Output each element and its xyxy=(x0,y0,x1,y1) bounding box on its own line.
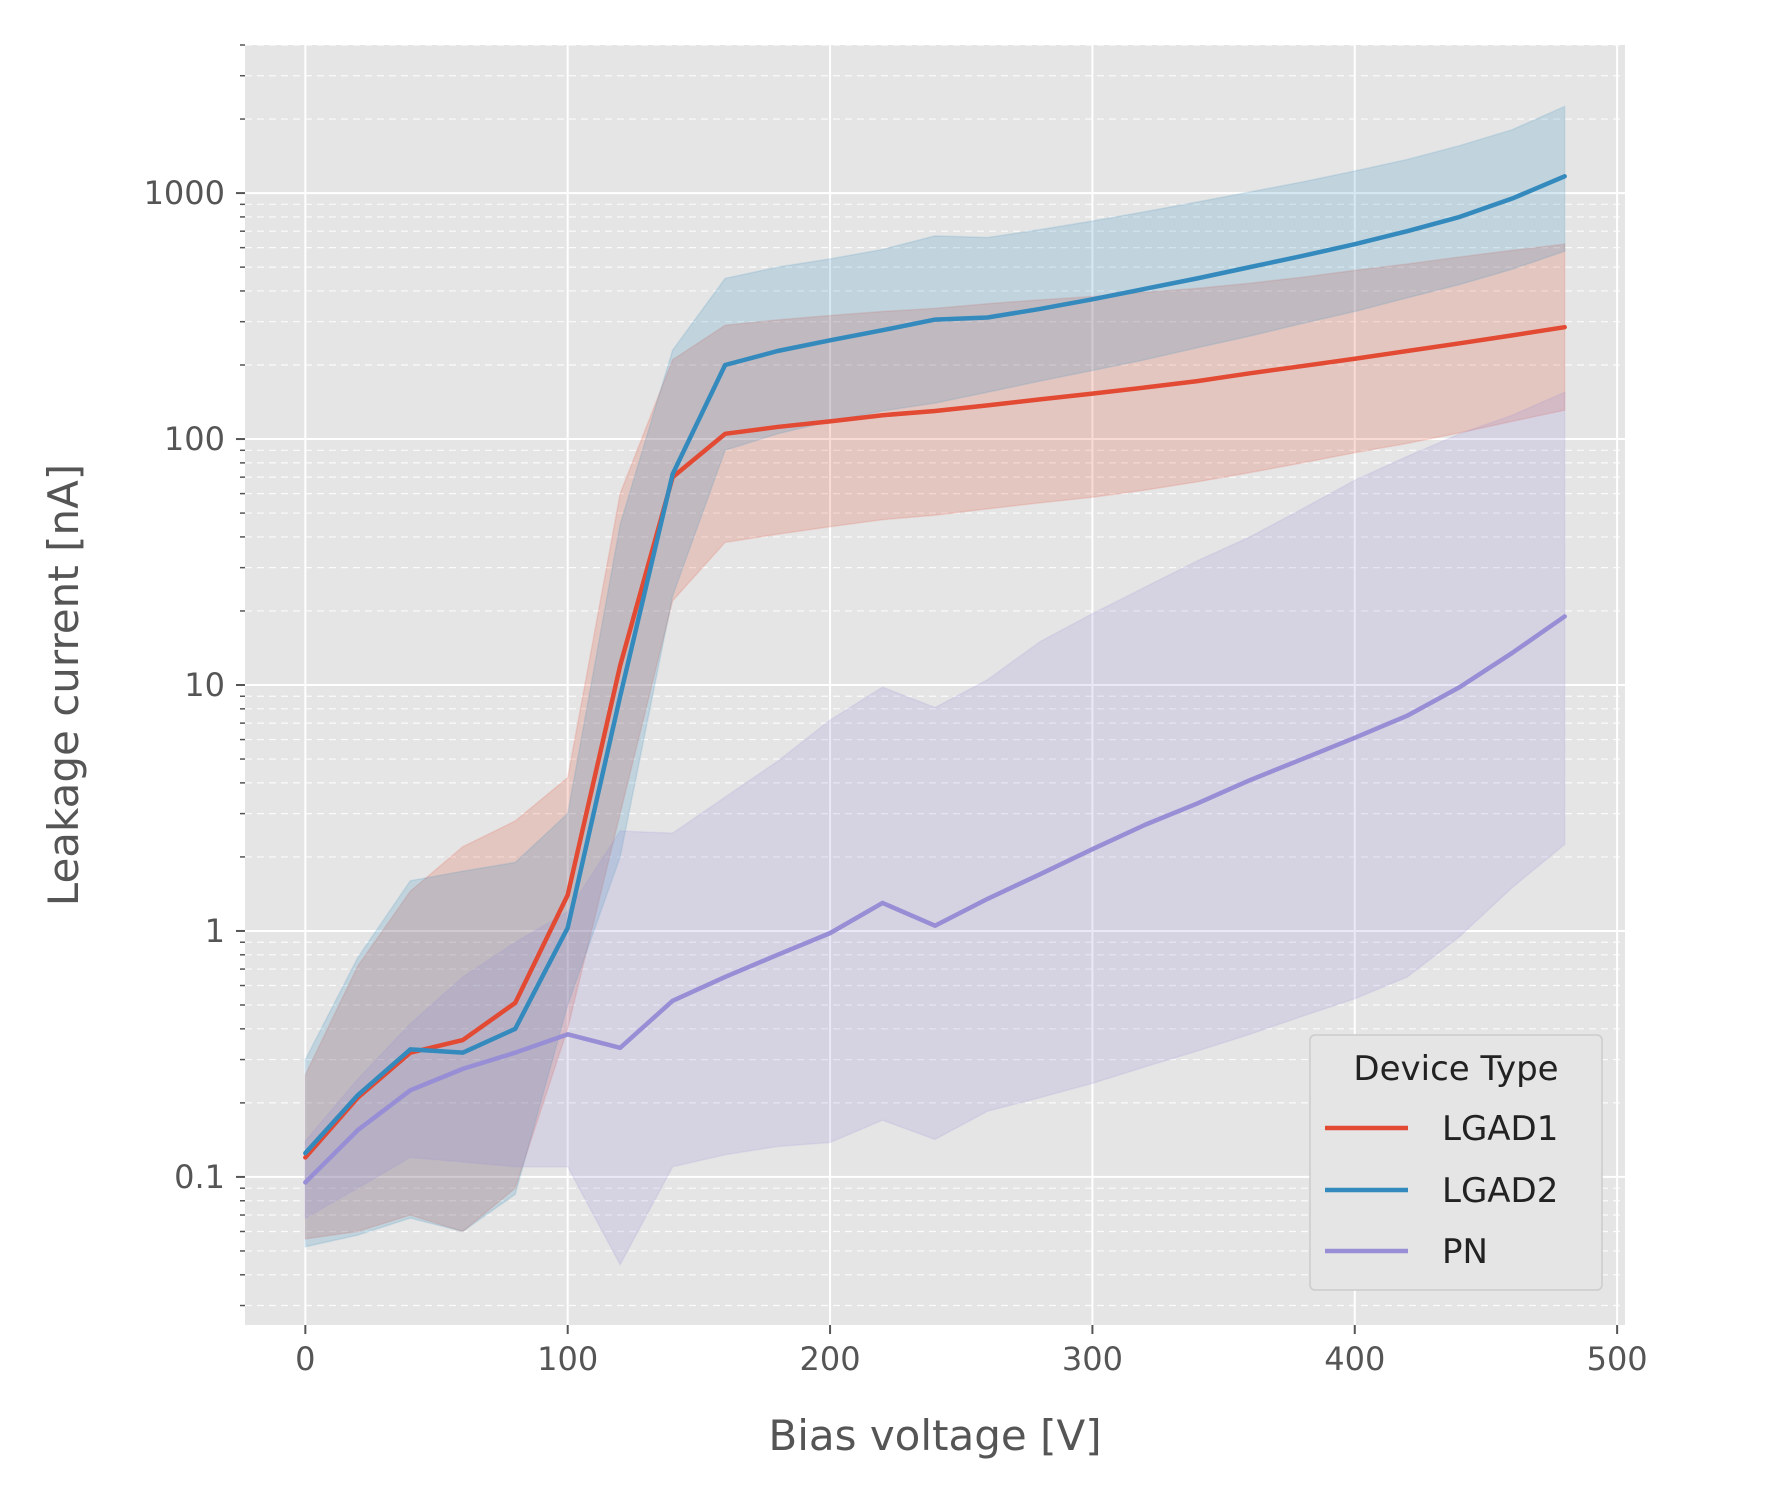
x-tick-label: 400 xyxy=(1324,1340,1385,1378)
tick-labels: 0 100 200 300 400 500 0.1 1 10 100 1000 xyxy=(144,174,1648,1378)
y-tick-label: 1 xyxy=(205,912,225,950)
legend-label-lgad1: LGAD1 xyxy=(1442,1109,1558,1149)
series-lines xyxy=(303,174,1567,1185)
y-tick-label: 0.1 xyxy=(174,1158,225,1196)
minor-grid xyxy=(245,44,1625,1307)
x-tick-label: 300 xyxy=(1062,1340,1123,1378)
legend: Device Type LGAD1 LGAD2 PN xyxy=(1309,1034,1603,1291)
y-axis-label: Leakage current [nA] xyxy=(39,464,88,906)
y-tick-label: 10 xyxy=(184,666,225,704)
x-axis-label: Bias voltage [V] xyxy=(768,1411,1101,1460)
legend-title: Device Type xyxy=(1353,1049,1558,1089)
x-tick-label: 500 xyxy=(1587,1340,1648,1378)
band-lgad1 xyxy=(304,243,1566,1240)
series-line-lgad1 xyxy=(303,324,1567,1160)
series-line-lgad2 xyxy=(303,174,1567,1156)
axis-ticks xyxy=(236,44,1619,1334)
y-tick-label: 100 xyxy=(164,420,225,458)
x-tick-label: 200 xyxy=(800,1340,861,1378)
y-tick-label: 1000 xyxy=(144,174,225,212)
legend-label-lgad2: LGAD2 xyxy=(1442,1171,1558,1211)
x-tick-label: 0 xyxy=(295,1340,315,1378)
legend-label-pn: PN xyxy=(1442,1232,1488,1272)
legend-box xyxy=(1309,1034,1603,1291)
series-line-pn xyxy=(303,614,1567,1185)
x-tick-label: 100 xyxy=(537,1340,598,1378)
